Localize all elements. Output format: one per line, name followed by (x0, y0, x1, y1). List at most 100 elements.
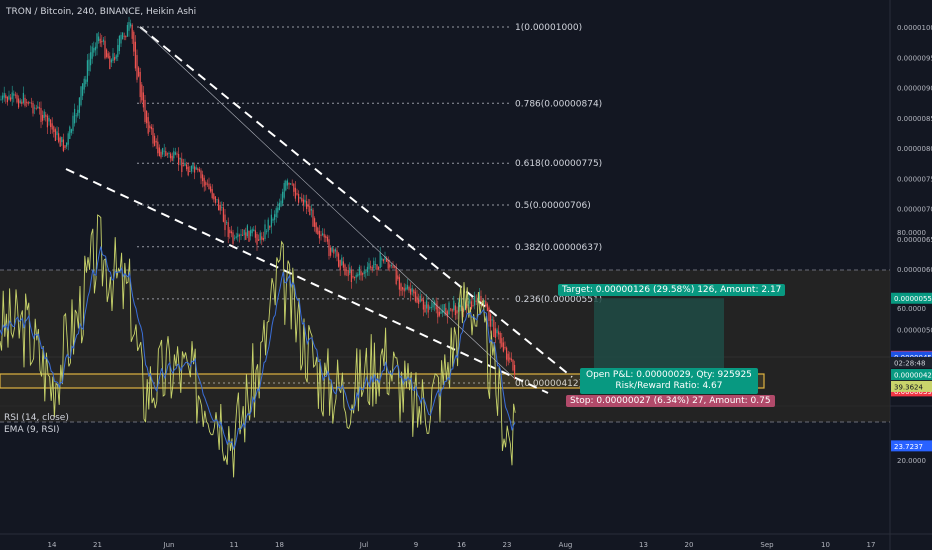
candle-body (173, 151, 175, 159)
candle-body (134, 41, 136, 69)
upper-trendline (139, 26, 573, 378)
candle-body (115, 55, 117, 59)
candle-body (253, 229, 255, 232)
price-tick: 0.00000500 (897, 327, 932, 335)
candle-body (342, 261, 344, 268)
candle-body (58, 133, 60, 142)
ema-title[interactable]: EMA (9, RSI) (4, 425, 60, 435)
candle-body (294, 187, 296, 199)
candle-body (272, 218, 274, 221)
candle-body (13, 93, 15, 96)
candle-body (397, 275, 399, 279)
candle-body (470, 301, 472, 310)
candle-body (254, 230, 256, 238)
candle-body (181, 158, 183, 173)
candle-body (125, 36, 127, 38)
candle-body (178, 154, 180, 165)
candle-body (11, 92, 13, 100)
candle-body (338, 253, 340, 267)
candle-body (427, 304, 429, 313)
candle-body (2, 95, 4, 100)
candle-body (445, 307, 447, 315)
candle-body (262, 238, 264, 241)
price-tick: 0.00000650 (897, 236, 932, 244)
candle-body (386, 258, 388, 262)
candle-body (35, 107, 37, 109)
candle-body (490, 314, 492, 327)
candle-body (222, 207, 224, 222)
candle-body (446, 311, 448, 318)
candle-body (514, 364, 516, 375)
candle-body (53, 126, 55, 132)
candle-body (30, 102, 32, 104)
candle-body (158, 147, 160, 157)
candle-body (192, 163, 194, 169)
candle-body (86, 60, 88, 82)
candle-body (202, 174, 204, 182)
rsi-label: 39.3624 (894, 383, 923, 391)
candle-body (280, 200, 282, 207)
price-label-bg (891, 369, 932, 381)
candle-body (330, 247, 332, 256)
candle-body (256, 234, 258, 245)
candle-body (0, 99, 2, 101)
candle-body (290, 183, 292, 185)
candle-body (104, 40, 106, 59)
price-label-bg (891, 292, 932, 304)
candle-body (373, 260, 375, 269)
candle-body (234, 237, 236, 239)
symbol-title[interactable]: TRON / Bitcoin, 240, BINANCE, Heikin Ash… (6, 7, 197, 17)
candle-body (149, 125, 151, 129)
candle-body (210, 186, 212, 192)
candle-body (304, 199, 306, 203)
trend-lines[interactable] (65, 26, 573, 394)
candle-body (331, 247, 333, 252)
candle-body (198, 169, 200, 172)
candle-body (358, 266, 360, 276)
candle-body (46, 115, 48, 128)
candle-body (486, 303, 488, 312)
price-candles (0, 16, 516, 380)
candle-body (190, 165, 192, 172)
candle-body (19, 100, 21, 103)
fib-retracement[interactable]: 1(0.00001000) 0.786(0.00000874) 0.618(0.00… (137, 23, 602, 389)
candle-body (243, 229, 245, 236)
candle-body (107, 53, 109, 59)
candle-body (507, 353, 509, 362)
candle-body (8, 95, 10, 100)
candle-body (110, 59, 112, 63)
candle-body (408, 286, 410, 291)
fib-diagonal (139, 26, 515, 379)
candle-body (502, 342, 504, 352)
candle-body (488, 307, 490, 321)
candle-body (123, 35, 125, 37)
candle-body (459, 304, 461, 308)
fib-level-label: 1(0.00001000) (515, 23, 582, 33)
candle-body (157, 141, 159, 154)
candle-body (26, 101, 28, 103)
time-tick: Aug (559, 541, 573, 549)
candle-body (286, 180, 288, 186)
candle-body (419, 295, 421, 302)
candle-body (432, 302, 434, 308)
candle-body (37, 106, 39, 109)
candle-body (24, 97, 26, 106)
rsi-title[interactable]: RSI (14, close) (4, 413, 69, 423)
rsi-tick: 20.0000 (897, 457, 926, 465)
candle-body (309, 205, 311, 216)
time-tick: 16 (457, 541, 466, 549)
candle-body (163, 150, 165, 152)
candle-body (474, 295, 476, 306)
candle-body (350, 270, 352, 282)
candle-body (320, 234, 322, 236)
candle-body (403, 288, 405, 292)
candle-body (310, 208, 312, 211)
candle-body (406, 285, 408, 289)
candle-body (216, 199, 218, 201)
candle-body (506, 347, 508, 360)
stop-label: Stop: 0.00000027 (6.34%) 27, Amount: 0.7… (566, 395, 775, 407)
candle-body (56, 131, 58, 136)
candle-body (322, 233, 324, 236)
candle-body (38, 107, 40, 109)
